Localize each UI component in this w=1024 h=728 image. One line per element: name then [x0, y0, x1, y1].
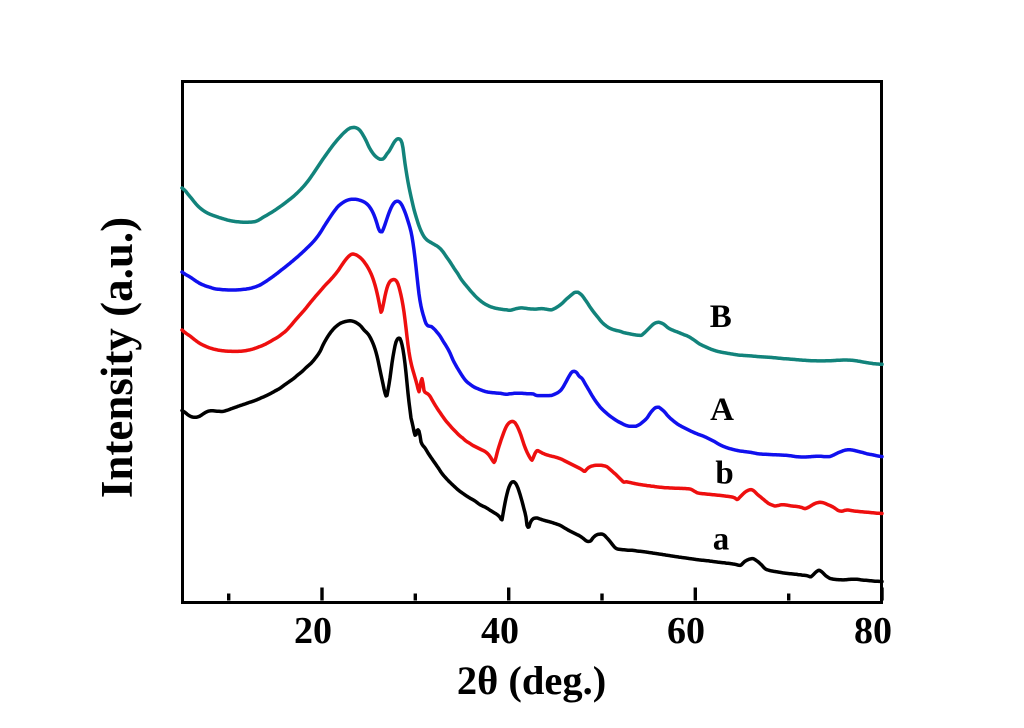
- svg-text:a: a: [713, 522, 730, 558]
- svg-text:2θ (deg.): 2θ (deg.): [457, 658, 606, 703]
- svg-text:B: B: [710, 299, 732, 335]
- svg-text:60: 60: [667, 610, 705, 652]
- svg-text:A: A: [710, 392, 734, 428]
- svg-text:80: 80: [854, 610, 892, 652]
- svg-text:Intensity (a.u.): Intensity (a.u.): [92, 217, 142, 498]
- svg-text:b: b: [715, 456, 733, 492]
- svg-text:40: 40: [481, 610, 519, 652]
- svg-text:20: 20: [294, 610, 332, 652]
